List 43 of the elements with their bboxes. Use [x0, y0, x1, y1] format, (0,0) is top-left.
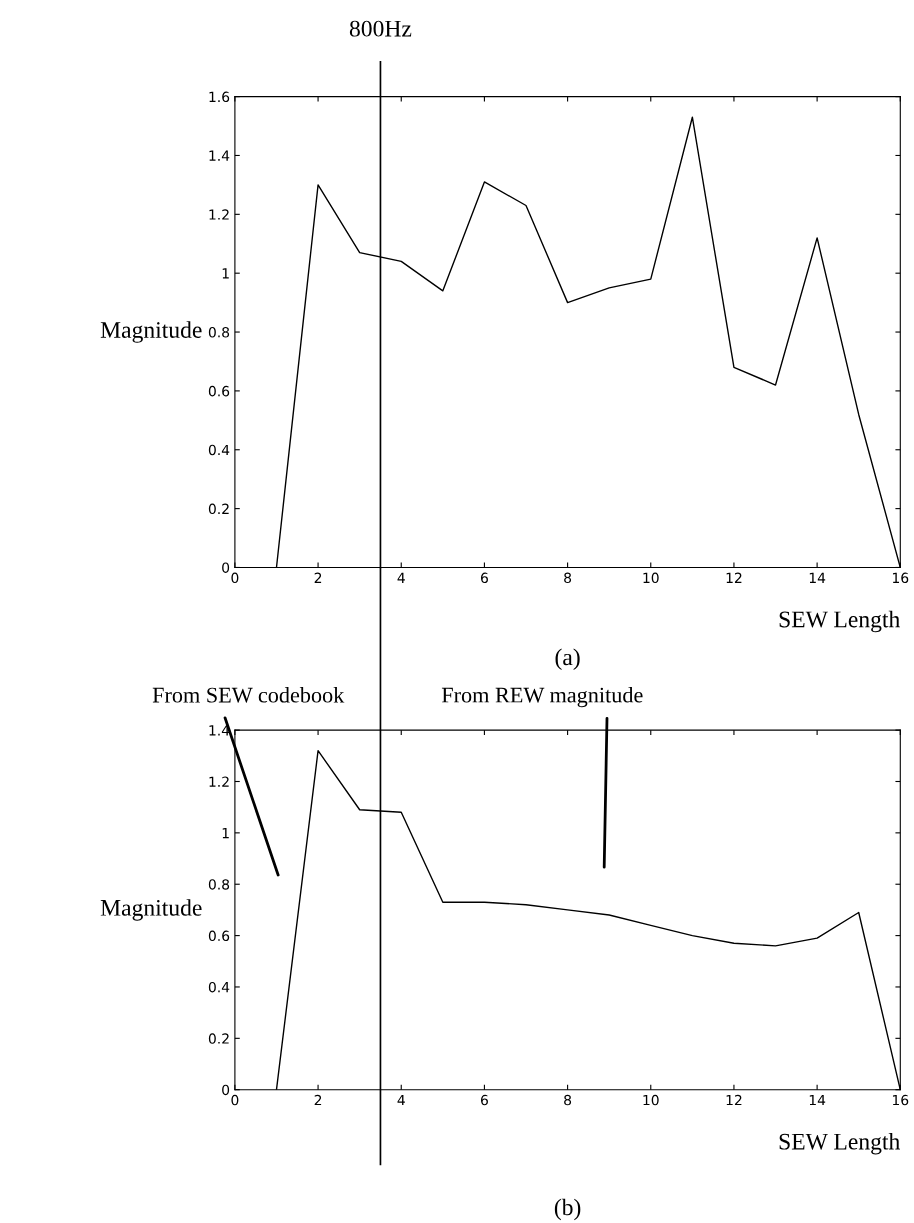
y-tick-label: 1	[222, 268, 229, 279]
x-tick-label: 8	[564, 572, 572, 584]
y-tick-label: 0.6	[208, 930, 230, 942]
x-tick-label: 16	[892, 1094, 909, 1106]
y-tick-label: 0.8	[208, 879, 230, 890]
x-tick-label: 14	[809, 572, 826, 583]
x-tick-label: 4	[397, 1094, 405, 1106]
x-tick-label: 6	[480, 1094, 488, 1106]
y-tick-label: 1	[222, 828, 229, 839]
x-axis-title: SEW Length	[779, 1133, 900, 1155]
y-tick-label: 1.6	[209, 91, 230, 103]
x-tick-label: 12	[726, 1094, 742, 1106]
x-tick-label: 16	[892, 572, 909, 584]
text: From REW magnitude	[441, 686, 643, 708]
y-tick-label: 0.2	[208, 503, 229, 515]
y-tick-label: 1.2	[209, 209, 229, 220]
x-tick-label: 6	[480, 572, 488, 584]
x-tick-label: 10	[643, 572, 659, 584]
y-tick-label: 0.2	[208, 1033, 229, 1044]
y-tick-label: 1.4	[209, 150, 230, 161]
text: (a)	[555, 648, 580, 670]
y-tick-label: 0	[222, 1084, 230, 1096]
ref-line-label: 800Hz	[349, 20, 412, 37]
x-tick-label: 4	[397, 572, 405, 583]
y-tick-label: 1.2	[209, 776, 229, 787]
y-tick-label: 0.4	[208, 981, 230, 993]
x-tick-label: 0	[231, 1094, 239, 1106]
y-axis-title: Magnitude	[100, 899, 202, 921]
y-tick-label: 0.4	[208, 444, 230, 456]
y-axis-title: Magnitude	[100, 321, 202, 343]
text: From SEW codebook	[152, 686, 345, 703]
x-tick-label: 2	[314, 1094, 322, 1106]
x-tick-label: 0	[231, 572, 239, 584]
x-tick-label: 12	[726, 572, 742, 583]
y-tick-label: 0	[222, 562, 230, 573]
y-tick-label: 0.6	[208, 385, 230, 397]
x-tick-label: 2	[314, 572, 322, 583]
x-tick-label: 10	[643, 1094, 659, 1106]
x-axis-title: SEW Length	[779, 610, 900, 633]
x-tick-label: 8	[564, 1094, 572, 1106]
y-tick-label: 0.8	[208, 327, 230, 338]
x-tick-label: 14	[809, 1094, 826, 1106]
text: (b)	[554, 1198, 581, 1221]
